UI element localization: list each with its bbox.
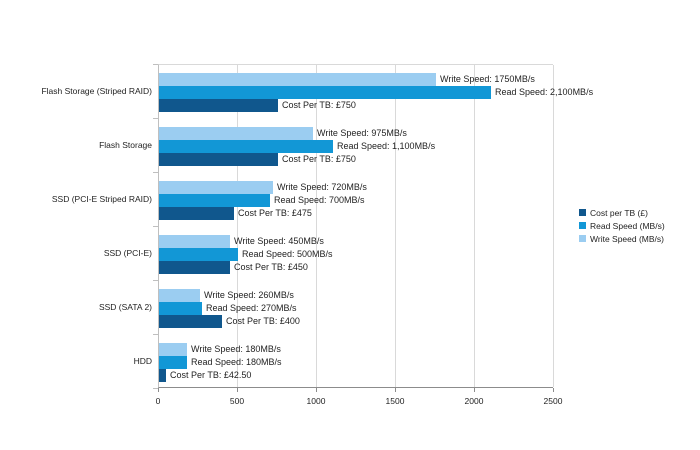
bar-value-label: Cost Per TB: £450 [234, 262, 308, 272]
bar [159, 289, 200, 302]
plot-area: Write Speed: 1750MB/s Read Speed: 2,100MB… [158, 64, 593, 388]
bar-value-label: Read Speed: 2,100MB/s [495, 87, 594, 97]
bar-value-label: Read Speed: 270MB/s [206, 303, 297, 313]
gridline [316, 65, 317, 387]
bar [159, 235, 230, 248]
bar [159, 369, 166, 382]
bar [159, 356, 187, 369]
y-axis-tick [153, 334, 158, 335]
y-axis-tick [153, 388, 158, 389]
legend-label: Read Speed (MB/s) [590, 220, 665, 231]
category-label: SSD (SATA 2) [98, 302, 152, 312]
bar-value-label: Cost Per TB: £475 [238, 208, 312, 218]
bar [159, 73, 436, 86]
category-label: Flash Storage (Striped RAID) [41, 86, 152, 96]
bar [159, 261, 230, 274]
bar-value-label: Read Speed: 700MB/s [274, 195, 365, 205]
gridline [237, 65, 238, 387]
bar [159, 86, 491, 99]
legend-item: Cost per TB (£) [579, 206, 665, 219]
category-label: SSD (PCI-E Striped RAID) [51, 194, 152, 204]
gridline [553, 65, 554, 387]
bar [159, 153, 278, 166]
x-axis-tick-label: 2000 [464, 396, 484, 406]
bar [159, 140, 333, 153]
x-axis-tick [237, 388, 238, 392]
x-axis-tick-label: 500 [229, 396, 245, 406]
category-label: SSD (PCI-E) [103, 248, 152, 258]
y-axis-tick [153, 172, 158, 173]
x-axis-tick [158, 388, 159, 392]
bar [159, 194, 270, 207]
x-axis-tick [316, 388, 317, 392]
bar [159, 343, 187, 356]
y-axis-tick [153, 64, 158, 65]
y-axis-tick [153, 280, 158, 281]
bar-value-label: Cost Per TB: £750 [282, 154, 356, 164]
bar-value-label: Cost Per TB: £750 [282, 100, 356, 110]
gridline [395, 65, 396, 387]
y-axis-tick [153, 226, 158, 227]
bar [159, 127, 313, 140]
legend-label: Write Speed (MB/s) [590, 233, 665, 244]
bar [159, 302, 202, 315]
legend-marker [579, 235, 586, 242]
legend: Cost per TB (£) Read Speed (MB/s) Write … [579, 206, 665, 245]
x-axis-tick-label: 1000 [306, 396, 326, 406]
x-axis-tick [474, 388, 475, 392]
x-axis-tick-label: 0 [155, 396, 161, 406]
x-axis-tick [395, 388, 396, 392]
y-axis-tick [153, 118, 158, 119]
legend-marker [579, 222, 586, 229]
category-label: HDD [133, 356, 152, 366]
x-axis-tick [553, 388, 554, 392]
category-label: Flash Storage [99, 140, 152, 150]
x-axis-tick-label: 2500 [543, 396, 563, 406]
bar [159, 207, 234, 220]
legend-marker [579, 209, 586, 216]
legend-item: Read Speed (MB/s) [579, 219, 665, 232]
bar-value-label: Write Speed: 975MB/s [317, 128, 407, 138]
bar-value-label: Write Speed: 180MB/s [191, 344, 281, 354]
bar [159, 181, 273, 194]
bar-value-label: Write Speed: 1750MB/s [440, 74, 535, 84]
bar-value-label: Read Speed: 500MB/s [242, 249, 333, 259]
gridline [474, 65, 475, 387]
bar [159, 99, 278, 112]
bar-value-label: Write Speed: 260MB/s [204, 290, 294, 300]
bar-value-label: Read Speed: 1,100MB/s [337, 141, 436, 151]
bar-value-label: Read Speed: 180MB/s [191, 357, 282, 367]
legend-item: Write Speed (MB/s) [579, 232, 665, 245]
bar-value-label: Cost Per TB: £400 [226, 316, 300, 326]
legend-label: Cost per TB (£) [590, 207, 648, 218]
bar-value-label: Cost Per TB: £42.50 [170, 370, 252, 380]
bar-value-label: Write Speed: 720MB/s [277, 182, 367, 192]
bar [159, 248, 238, 261]
bar-value-label: Write Speed: 450MB/s [234, 236, 324, 246]
x-axis-tick-label: 1500 [385, 396, 405, 406]
bar [159, 315, 222, 328]
